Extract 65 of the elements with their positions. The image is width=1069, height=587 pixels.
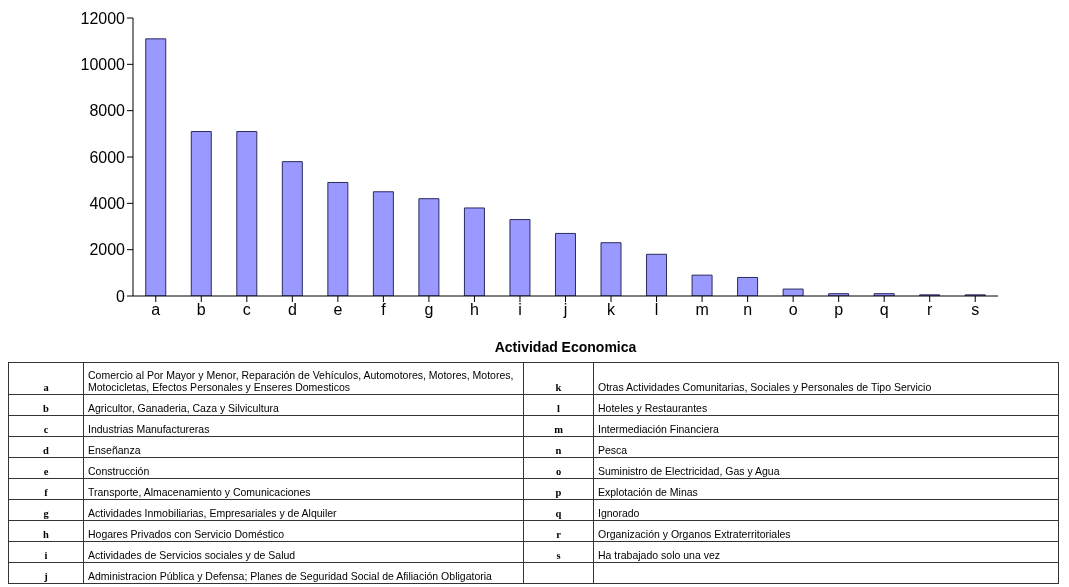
y-tick-label: 10000 [80,56,126,74]
text: Organización y Organos Extraterritoriales [593,520,1059,542]
category-label: m [554,424,563,435]
category-label: e [43,466,49,477]
category-label: b [43,403,49,414]
x-tick-label: r [927,301,934,319]
text: Actividades de Servicios sociales y de Salud [83,541,524,563]
y-tick-label: 2000 [89,241,126,259]
x-tick-label: g [424,301,434,319]
x-tick-label: c [242,301,251,319]
category-label: n [555,445,562,456]
category-label: g [43,508,49,519]
category-label: o [555,466,562,477]
text: Suministro de Electricidad, Gas y Agua [593,457,1059,479]
text: Ignorado [593,499,1059,521]
x-tick-label: o [788,301,798,319]
x-tick-label: m [695,301,709,319]
x-axis-title: Actividad Economica [494,339,637,355]
category-label: a [43,382,49,393]
x-tick-label: n [743,301,753,319]
category-label: h [43,529,49,540]
category-label: d [43,445,49,456]
text: Otras Actividades Comunitarias, Sociales y Personales de Tipo Servicio [593,362,1059,395]
y-tick-label: 4000 [89,195,126,213]
category-label: r [556,529,561,540]
x-tick-label: f [381,301,387,319]
y-tick-label: 0 [116,287,126,305]
text: Hogares Privados con Servicio Doméstico [83,520,524,542]
x-tick-label: s [971,301,980,319]
text: Actividades Inmobiliarias, Empresariales y de Alquiler [83,499,524,521]
x-tick-label: j [562,301,568,319]
y-tick-label: 6000 [89,148,126,166]
text: Transporte, Almacenamiento y Comunicaciones [83,478,524,500]
text: Enseñanza [83,436,524,458]
category-label: q [555,508,562,519]
category-label: f [44,487,48,498]
text: Explotación de Minas [593,478,1059,500]
category-label: l [557,403,560,414]
text: Construcción [83,457,524,479]
text: Ha trabajado solo una vez [593,541,1059,563]
x-tick-label: e [333,301,343,319]
text: Comercio al Por Mayor y Menor, Reparación de Vehículos, Automotores, Motores, Motores, Motocicletas, Efectos Personales y Enseres Domesticos [83,362,524,395]
x-tick-label: a [151,301,161,319]
category-label: s [556,550,561,561]
y-tick-label: 8000 [89,102,126,120]
x-tick-label: h [469,301,479,319]
x-tick-label: k [607,301,617,319]
x-tick-label: p [834,301,844,319]
category-label: k [555,382,562,393]
category-label: c [43,424,49,435]
text: Intermediación Financiera [593,415,1059,437]
x-tick-label: l [654,301,659,319]
x-tick-label: i [518,301,522,319]
x-tick-label: d [287,301,297,319]
category-label: i [44,550,48,561]
text: Industrias Manufactureras [83,415,524,437]
category-label: p [555,487,562,498]
category-label: j [44,571,48,582]
x-tick-label: b [196,301,206,319]
y-tick-label: 12000 [80,9,126,27]
text: Hoteles y Restaurantes [593,394,1059,416]
text: Administracion Pública y Defensa; Planes de Seguridad Social de Afiliación Obligatoria [83,562,524,584]
text: Pesca [593,436,1059,458]
text: Agricultor, Ganaderia, Caza y Silvicultura [83,394,524,416]
x-tick-label: q [879,301,889,319]
